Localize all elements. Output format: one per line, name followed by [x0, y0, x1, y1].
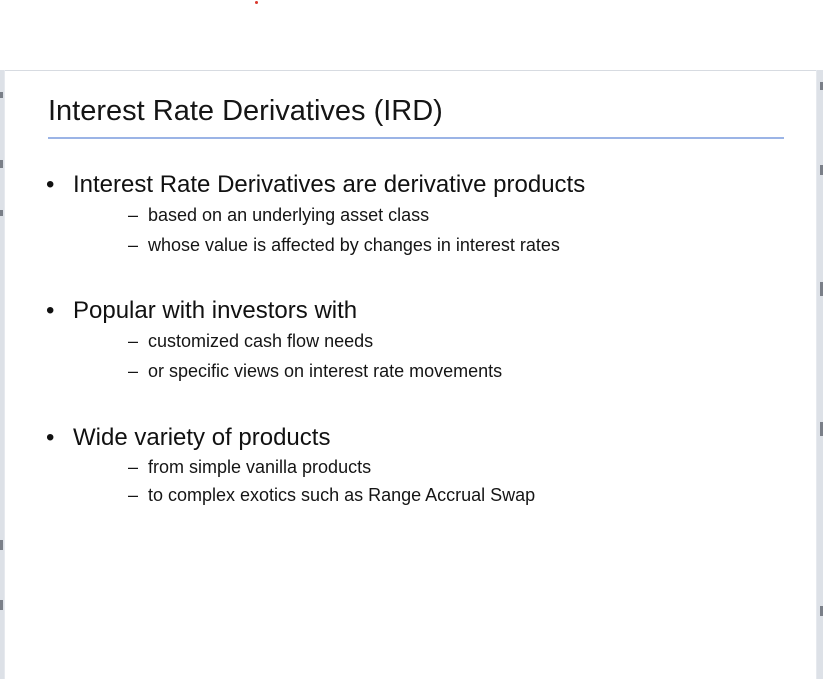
right-edge-panel	[817, 70, 823, 679]
right-edge-mark	[820, 165, 823, 175]
bullet-marker-icon: •	[46, 297, 55, 324]
bullet-label: Wide variety of products	[73, 424, 331, 451]
right-edge-mark	[820, 606, 823, 616]
left-edge-mark	[0, 160, 3, 168]
sub-item: – whose value is affected by changes in …	[46, 235, 786, 255]
bullet-marker-icon: •	[46, 424, 55, 451]
sub-item: – or specific views on interest rate mov…	[46, 361, 786, 381]
dash-marker-icon: –	[128, 331, 139, 351]
left-edge-mark	[0, 600, 3, 610]
sub-item: – from simple vanilla products	[46, 457, 786, 477]
slide-title: Interest Rate Derivatives (IRD)	[48, 95, 443, 127]
dash-marker-icon: –	[128, 205, 139, 225]
left-edge-panel	[0, 70, 4, 679]
sub-item-label: whose value is affected by changes in in…	[148, 235, 560, 255]
sub-list: – based on an underlying asset class – w…	[46, 205, 786, 255]
dash-marker-icon: –	[128, 485, 139, 505]
bullet-text: • Interest Rate Derivatives are derivati…	[46, 171, 786, 199]
left-edge-mark	[0, 210, 3, 216]
sub-list: – from simple vanilla products – to comp…	[46, 457, 786, 505]
bullet-label: Popular with investors with	[73, 297, 358, 324]
bullet-group: • Interest Rate Derivatives are derivati…	[46, 171, 786, 265]
slide-page: Interest Rate Derivatives (IRD) • Intere…	[5, 70, 816, 679]
top-area	[0, 0, 823, 70]
left-edge-mark	[0, 540, 3, 550]
sub-item-label: based on an underlying asset class	[148, 205, 430, 225]
sub-item-label: to complex exotics such as Range Accrual…	[148, 485, 536, 505]
bullet-label: Interest Rate Derivatives are derivative…	[73, 171, 586, 198]
bullet-group: • Wide variety of products – from simple…	[46, 424, 786, 515]
sub-item-label: or specific views on interest rate movem…	[148, 361, 503, 381]
sub-list: – customized cash flow needs – or specif…	[46, 331, 786, 381]
right-edge-mark	[820, 82, 823, 90]
bullet-marker-icon: •	[46, 171, 55, 198]
title-underline	[48, 137, 784, 139]
sub-item-label: from simple vanilla products	[148, 457, 372, 477]
left-edge-mark	[0, 92, 3, 98]
right-edge-mark	[820, 282, 823, 296]
sub-item: – customized cash flow needs	[46, 331, 786, 351]
right-edge-mark	[820, 422, 823, 436]
sub-item-label: customized cash flow needs	[148, 331, 374, 351]
indicator-dot	[255, 1, 258, 4]
bullet-text: • Popular with investors with	[46, 297, 786, 325]
dash-marker-icon: –	[128, 361, 139, 381]
dash-marker-icon: –	[128, 457, 139, 477]
bullet-group: • Popular with investors with – customiz…	[46, 297, 786, 391]
bullet-text: • Wide variety of products	[46, 424, 786, 452]
sub-item: – based on an underlying asset class	[46, 205, 786, 225]
dash-marker-icon: –	[128, 235, 139, 255]
sub-item: – to complex exotics such as Range Accru…	[46, 485, 786, 505]
